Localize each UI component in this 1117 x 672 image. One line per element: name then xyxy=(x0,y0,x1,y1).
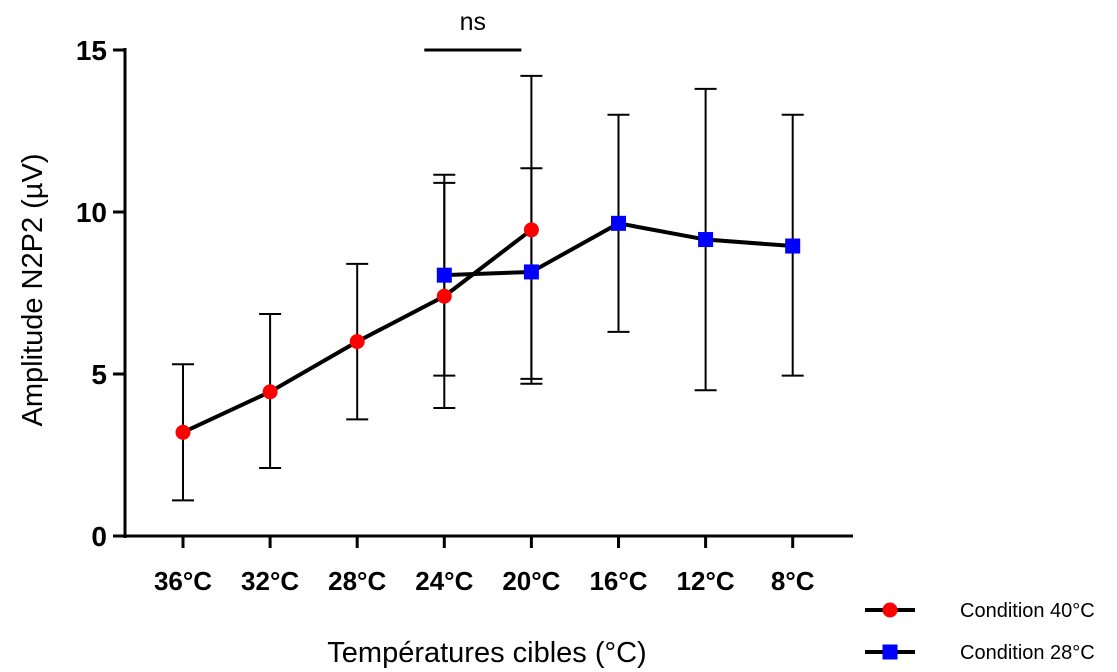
data-point xyxy=(349,334,365,350)
legend-marker xyxy=(882,644,898,660)
legend-label: Condition 40°C xyxy=(960,600,1095,622)
data-point xyxy=(436,267,452,283)
x-tick-label: 28°C xyxy=(328,566,386,596)
legend: Condition 40°C Condition 28°C xyxy=(865,600,1095,664)
x-tick-label: 36°C xyxy=(154,566,212,596)
annotations: ns xyxy=(424,8,522,52)
series-2 xyxy=(433,87,804,392)
data-point xyxy=(698,232,714,248)
data-point xyxy=(436,288,452,304)
significance-label: ns xyxy=(460,8,486,36)
x-tick-label: 24°C xyxy=(415,566,473,596)
data-point xyxy=(785,238,801,254)
legend-item: Condition 40°C xyxy=(865,600,1095,622)
y-tick-label: 5 xyxy=(91,359,107,390)
x-axis-title: Températures cibles (°C) xyxy=(327,637,646,669)
x-tick-label: 8°C xyxy=(771,566,815,596)
data-point xyxy=(611,215,626,231)
data-point xyxy=(262,384,278,400)
x-tick-label: 20°C xyxy=(502,566,560,596)
series-1-markers xyxy=(175,222,539,440)
data-point xyxy=(523,222,539,238)
series-2-markers xyxy=(436,215,801,283)
y-axis-title-group: Amplitude N2P2 (µV) xyxy=(17,154,49,427)
legend-label: Condition 28°C xyxy=(960,642,1095,664)
y-tick-label: 10 xyxy=(76,197,107,228)
data-point xyxy=(175,424,191,440)
legend-item: Condition 28°C xyxy=(865,642,1095,664)
series-1 xyxy=(172,74,543,502)
x-tick-label: 32°C xyxy=(241,566,299,596)
y-axis-title: Amplitude N2P2 (µV) xyxy=(17,154,49,427)
series-layer xyxy=(172,74,804,502)
y-tick-label: 15 xyxy=(76,35,107,66)
x-tick-label: 12°C xyxy=(677,566,735,596)
y-tick-label: 0 xyxy=(91,521,107,552)
x-tick-label: 16°C xyxy=(589,566,647,596)
data-point xyxy=(523,264,539,280)
legend-marker xyxy=(882,602,898,618)
axes: 0 5 10 15 36°C 32°C 28°C 24°C 20°C 16°C 12°C 8°C xyxy=(76,35,853,596)
